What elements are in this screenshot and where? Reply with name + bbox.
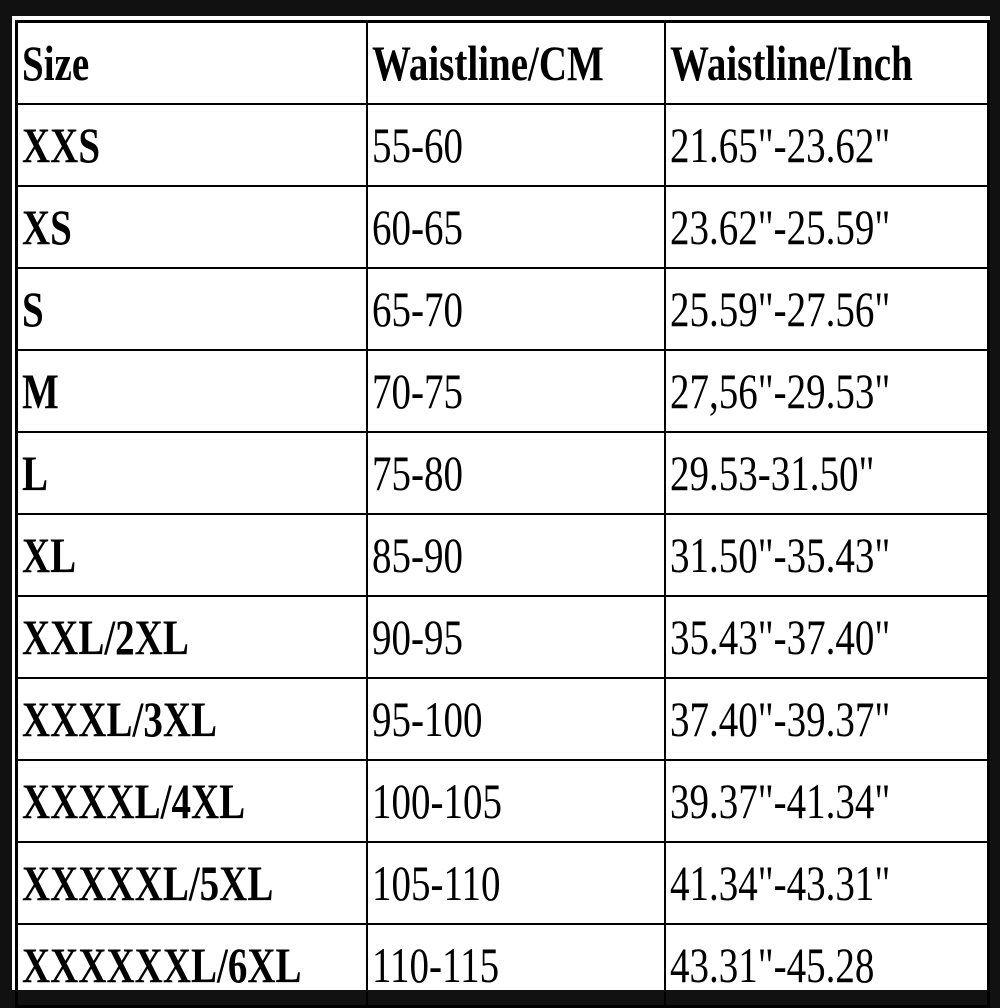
cell-text: 95-100 <box>371 691 482 747</box>
cell-text: 110-115 <box>371 937 499 993</box>
table-row: S 65-70 25.59"-27.56" <box>15 267 990 351</box>
waist-inch-cell: 39.37"-41.34" <box>663 759 990 843</box>
waist-cm-cell: 110-115 <box>365 923 666 1008</box>
size-cell: M <box>15 349 368 433</box>
waist-inch-cell: 41.34"-43.31" <box>663 841 990 925</box>
cell-text: 65-70 <box>371 281 463 337</box>
cell-text: 70-75 <box>371 363 463 419</box>
table-row: M 70-75 27,56"-29.53" <box>15 349 990 433</box>
waist-inch-cell: 23.62"-25.59" <box>663 185 990 269</box>
cell-text: XL <box>22 527 77 583</box>
cell-text: 27,56"-29.53" <box>669 363 890 419</box>
header-row: Size Waistline/CM Waistline/Inch <box>15 20 990 105</box>
size-chart-sheet: Size Waistline/CM Waistline/Inch XXS 55-6… <box>12 16 990 1008</box>
cell-text: 25.59"-27.56" <box>669 281 890 337</box>
size-cell: XXS <box>15 103 368 187</box>
header-size: Size <box>15 20 368 105</box>
cell-text: 60-65 <box>371 199 463 255</box>
size-cell: XXXL/3XL <box>15 677 368 761</box>
cell-text: M <box>22 363 59 419</box>
cell-text: 31.50"-35.43" <box>669 527 890 583</box>
size-cell: XS <box>15 185 368 269</box>
waist-inch-cell: 37.40"-39.37" <box>663 677 990 761</box>
table-row: XXS 55-60 21.65"-23.62" <box>15 103 990 187</box>
table-row: XXXXL/4XL 100-105 39.37"-41.34" <box>15 759 990 843</box>
cell-text: 100-105 <box>371 773 502 829</box>
waist-cm-cell: 60-65 <box>365 185 666 269</box>
size-cell: XXXXXL/5XL <box>15 841 368 925</box>
cell-text: 35.43"-37.40" <box>669 609 890 665</box>
cell-text: 37.40"-39.37" <box>669 691 890 747</box>
cell-text: 90-95 <box>371 609 463 665</box>
table-row: XL 85-90 31.50"-35.43" <box>15 513 990 597</box>
waist-cm-cell: 65-70 <box>365 267 666 351</box>
table-row: XXXXXXL/6XL 110-115 43.31"-45.28 <box>15 923 990 1008</box>
table-row: XXXXXL/5XL 105-110 41.34"-43.31" <box>15 841 990 925</box>
waist-cm-cell: 70-75 <box>365 349 666 433</box>
waist-cm-cell: 55-60 <box>365 103 666 187</box>
table-row: XS 60-65 23.62"-25.59" <box>15 185 990 269</box>
cell-text: XXS <box>22 117 101 173</box>
size-cell: XL <box>15 513 368 597</box>
cell-text: 105-110 <box>371 855 501 911</box>
waist-cm-cell: 75-80 <box>365 431 666 515</box>
cell-text: 39.37"-41.34" <box>669 773 890 829</box>
waist-inch-cell: 29.53-31.50" <box>663 431 990 515</box>
cell-text: 21.65"-23.62" <box>669 117 890 173</box>
waist-cm-cell: 100-105 <box>365 759 666 843</box>
header-waist-cm: Waistline/CM <box>365 20 666 105</box>
waist-inch-cell: 43.31"-45.28 <box>663 923 990 1008</box>
size-chart-table: Size Waistline/CM Waistline/Inch XXS 55-6… <box>15 20 990 1008</box>
waist-cm-cell: 105-110 <box>365 841 666 925</box>
header-waist-inch: Waistline/Inch <box>663 20 990 105</box>
cell-text: S <box>22 281 44 337</box>
cell-text: 23.62"-25.59" <box>669 199 890 255</box>
cell-text: XXXXL/4XL <box>22 773 246 829</box>
cell-text: 75-80 <box>371 445 463 501</box>
size-cell: XXXXXXL/6XL <box>15 923 368 1008</box>
header-label: Size <box>22 35 90 91</box>
waist-inch-cell: 27,56"-29.53" <box>663 349 990 433</box>
header-label: Waistline/CM <box>371 35 604 91</box>
cell-text: XXL/2XL <box>22 609 189 665</box>
cell-text: XXXL/3XL <box>22 691 218 747</box>
cell-text: 55-60 <box>371 117 463 173</box>
size-cell: S <box>15 267 368 351</box>
waist-cm-cell: 85-90 <box>365 513 666 597</box>
waist-inch-cell: 35.43"-37.40" <box>663 595 990 679</box>
waist-inch-cell: 21.65"-23.62" <box>663 103 990 187</box>
cell-text: 43.31"-45.28 <box>669 937 874 993</box>
cell-text: 85-90 <box>371 527 463 583</box>
cell-text: XXXXXL/5XL <box>22 855 274 911</box>
size-cell: XXL/2XL <box>15 595 368 679</box>
waist-cm-cell: 90-95 <box>365 595 666 679</box>
table-row: L 75-80 29.53-31.50" <box>15 431 990 515</box>
header-label: Waistline/Inch <box>669 35 913 91</box>
size-cell: L <box>15 431 368 515</box>
cell-text: XXXXXXL/6XL <box>22 937 302 993</box>
cell-text: XS <box>22 199 72 255</box>
table-row: XXXL/3XL 95-100 37.40"-39.37" <box>15 677 990 761</box>
waist-cm-cell: 95-100 <box>365 677 666 761</box>
size-cell: XXXXL/4XL <box>15 759 368 843</box>
waist-inch-cell: 31.50"-35.43" <box>663 513 990 597</box>
cell-text: 29.53-31.50" <box>669 445 874 501</box>
cell-text: L <box>22 445 49 501</box>
table-row: XXL/2XL 90-95 35.43"-37.40" <box>15 595 990 679</box>
waist-inch-cell: 25.59"-27.56" <box>663 267 990 351</box>
cell-text: 41.34"-43.31" <box>669 855 890 911</box>
